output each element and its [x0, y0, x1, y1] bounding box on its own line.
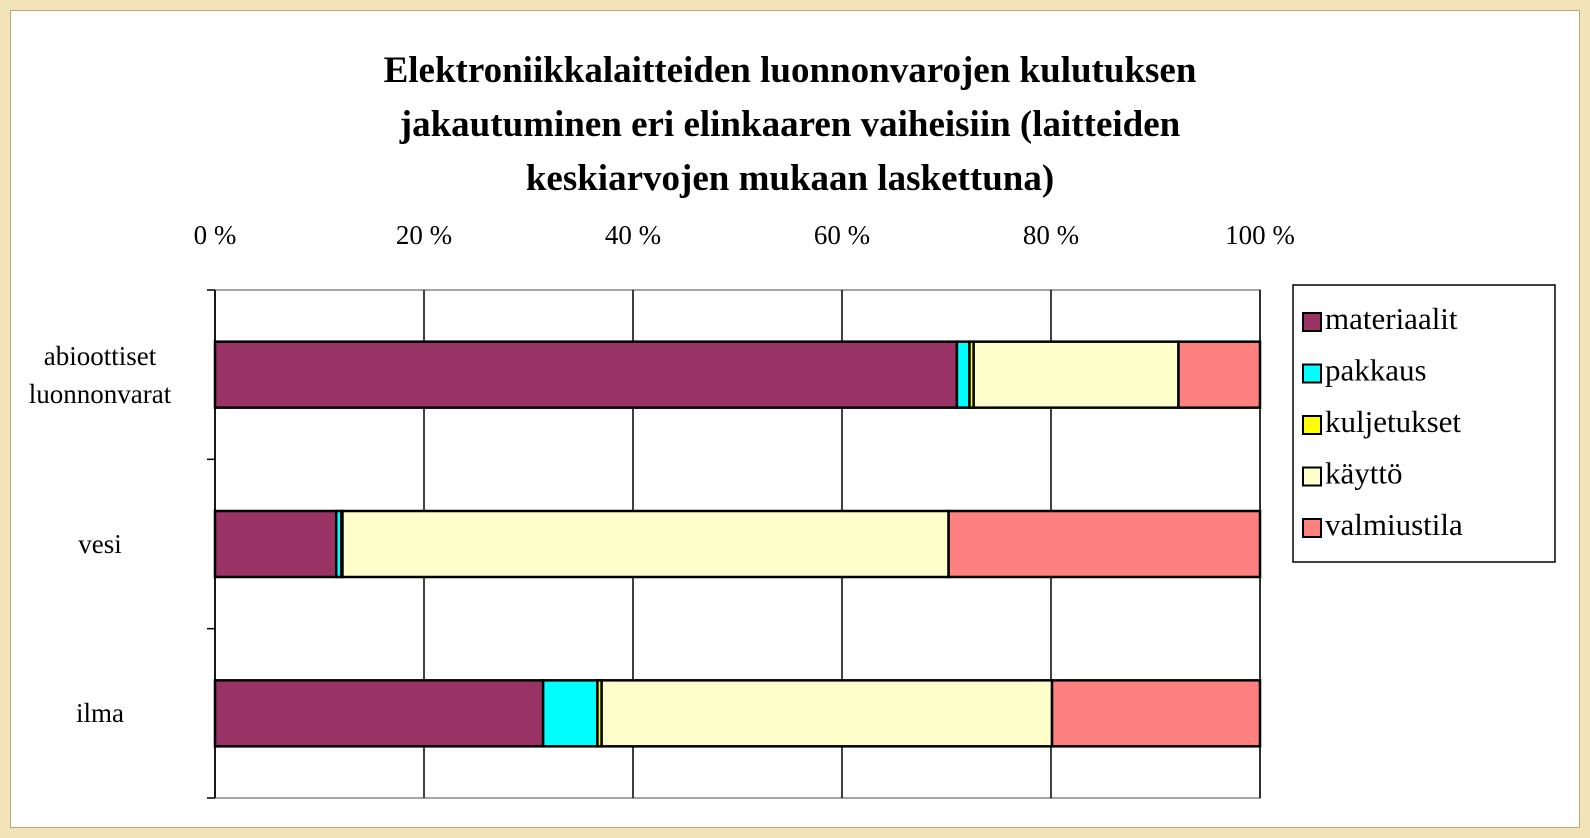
bar-segment: [1177, 340, 1262, 409]
bar-segment: [600, 679, 1054, 748]
x-tick-label: 40 %: [605, 220, 661, 250]
legend-swatch: [1302, 466, 1322, 487]
chart-title: Elektroniikkalaitteiden luonnonvarojen k…: [383, 50, 1197, 199]
x-tick-label: 20 %: [396, 220, 452, 250]
bar-segment: [213, 340, 959, 409]
bar-segment: [541, 679, 599, 748]
x-tick-label: 0 %: [194, 220, 237, 250]
x-tick-label: 60 %: [814, 220, 870, 250]
bar-segment: [1050, 679, 1262, 748]
y-tick-label: abioottiset luonnonvarat: [28, 340, 172, 409]
legend-swatch: [1302, 363, 1322, 384]
x-tick-label: 100 %: [1225, 220, 1295, 250]
legend-label: valmiustila: [1325, 507, 1463, 542]
legend-swatch: [1302, 415, 1322, 435]
bar-segment: [947, 509, 1262, 579]
y-tick-label: ilma: [76, 698, 124, 729]
bar-segment: [955, 340, 971, 409]
legend-swatch: [1302, 518, 1322, 538]
bar-segment: [972, 340, 1180, 409]
legend-label: käyttö: [1325, 456, 1403, 491]
bar-segment: [213, 679, 545, 748]
x-tick-label: 80 %: [1023, 220, 1079, 250]
bar-segment: [213, 509, 338, 579]
legend-swatch: [1302, 312, 1322, 332]
y-tick-label: vesi: [78, 529, 122, 559]
bar-segment: [341, 509, 950, 579]
legend-label: pakkaus: [1325, 353, 1427, 388]
legend-box: [1292, 284, 1556, 563]
legend-label: materiaalit: [1325, 301, 1458, 336]
legend-label: kuljetukset: [1325, 404, 1461, 439]
